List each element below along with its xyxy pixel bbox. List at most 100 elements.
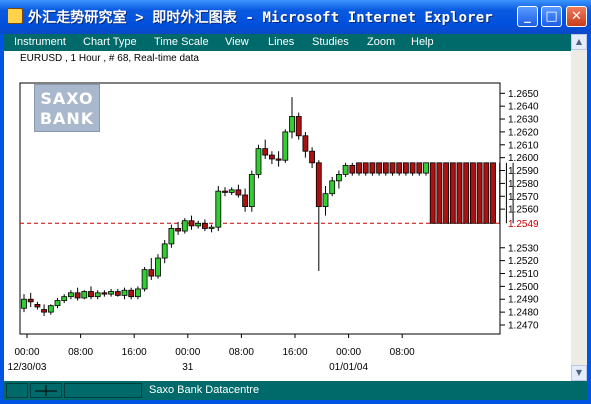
candle-up xyxy=(81,291,88,299)
candle-down xyxy=(469,162,476,224)
y-tick-label: 1.2650 xyxy=(508,89,539,100)
candle-down xyxy=(74,292,81,299)
candle-down xyxy=(101,292,108,295)
candle-down xyxy=(349,164,356,174)
title-bar[interactable]: 外汇走势研究室 > 即时外汇图表 - Microsoft Internet Ex… xyxy=(0,0,591,34)
menu-time-scale[interactable]: Time Scale xyxy=(154,36,209,48)
candle-up xyxy=(342,164,349,175)
candle-up xyxy=(181,220,188,232)
y-tick-label: 1.2570 xyxy=(508,192,539,203)
close-button[interactable]: ✕ xyxy=(566,6,587,27)
candle-up xyxy=(329,180,336,195)
plot-area xyxy=(19,82,501,335)
candle-down xyxy=(382,162,389,174)
x-tick-label: 08:00 xyxy=(390,347,415,358)
y-tick-label: 1.2530 xyxy=(508,243,539,254)
menu-studies[interactable]: Studies xyxy=(312,36,349,48)
candles-layer xyxy=(20,97,514,316)
x-date-label: 31 xyxy=(182,362,194,373)
candle-up xyxy=(68,292,74,298)
status-cell-3 xyxy=(64,383,142,398)
candle-down xyxy=(128,289,135,298)
menu-lines[interactable]: Lines xyxy=(268,36,295,48)
candle-down xyxy=(416,162,423,174)
minimize-button[interactable]: _ xyxy=(517,6,538,27)
menu-instrument[interactable]: Instrument xyxy=(14,36,66,48)
candle-down xyxy=(429,162,436,224)
candle-up xyxy=(248,173,255,207)
candle-down xyxy=(27,298,34,303)
y-tick-label: 1.2470 xyxy=(508,320,539,331)
candle-up xyxy=(215,190,222,228)
candle-down xyxy=(402,162,409,174)
current-price-label: 1.2549 xyxy=(508,219,539,230)
candle-down xyxy=(148,269,155,277)
status-text: Saxo Bank Datacentre xyxy=(149,384,260,396)
crosshair-tool[interactable] xyxy=(30,383,62,398)
menu-help[interactable]: Help xyxy=(411,36,434,48)
y-tick-label: 1.2600 xyxy=(508,153,539,164)
y-tick-label: 1.2590 xyxy=(508,166,539,177)
close-icon: ✕ xyxy=(571,9,582,24)
candle-down xyxy=(443,162,450,224)
x-axis: 00:00 08:00 16:00 00:00 08:00 16:00 00:00 08:00… xyxy=(8,334,415,373)
x-tick-label: 08:00 xyxy=(229,347,254,358)
candle-down xyxy=(201,222,208,229)
candle-down xyxy=(114,291,121,296)
y-tick-label: 1.2510 xyxy=(508,269,539,280)
candle-up xyxy=(289,116,295,133)
status-cell-1[interactable] xyxy=(6,383,28,398)
y-tick-label: 1.2480 xyxy=(508,308,539,319)
candle-down xyxy=(436,162,443,224)
y-tick-label: 1.2640 xyxy=(508,102,539,113)
menu-view[interactable]: View xyxy=(225,36,249,48)
candle-up xyxy=(54,300,61,307)
candle-up xyxy=(121,289,128,296)
vertical-scrollbar[interactable]: ▲ ▼ xyxy=(571,34,587,381)
chevron-up-icon: ▲ xyxy=(575,37,583,46)
crosshair-icon xyxy=(35,385,57,396)
x-tick-label: 16:00 xyxy=(122,347,147,358)
candle-up xyxy=(208,226,215,229)
candle-down xyxy=(262,148,269,156)
y-tick-label: 1.2560 xyxy=(508,205,539,216)
candle-up xyxy=(61,296,68,301)
x-tick-label: 08:00 xyxy=(68,347,93,358)
candle-up xyxy=(168,228,175,245)
x-tick-label: 16:00 xyxy=(282,347,307,358)
candle-down xyxy=(295,116,302,137)
candle-down xyxy=(356,162,362,174)
logo-line-2: BANK xyxy=(39,109,95,128)
y-tick-label: 1.2490 xyxy=(508,295,539,306)
saxo-bank-logo: SAXO BANK xyxy=(34,84,100,132)
candle-down xyxy=(88,291,94,298)
x-date-label: 01/01/04 xyxy=(329,362,368,373)
candle-down xyxy=(362,162,369,174)
ie-window-icon[interactable] xyxy=(7,8,23,24)
candle-down xyxy=(188,220,195,227)
window-title: 外汇走势研究室 > 即时外汇图表 - Microsoft Internet Ex… xyxy=(28,10,493,26)
candle-up xyxy=(255,148,262,175)
candle-down xyxy=(389,162,396,174)
candle-up xyxy=(108,291,114,295)
candle-down xyxy=(396,162,403,174)
chart-applet: Instrument Chart Type Time Scale View Li… xyxy=(4,34,587,400)
x-tick-label: 00:00 xyxy=(14,347,39,358)
maximize-button[interactable]: □ xyxy=(541,6,562,27)
scroll-up-button[interactable]: ▲ xyxy=(571,34,587,50)
candle-down xyxy=(302,135,309,152)
candle-down xyxy=(34,303,41,308)
y-tick-label: 1.2630 xyxy=(508,115,539,126)
candle-up xyxy=(134,288,141,298)
chart-menubar: Instrument Chart Type Time Scale View Li… xyxy=(4,34,571,51)
candle-down xyxy=(449,162,456,224)
candle-down xyxy=(235,189,242,196)
menu-zoom[interactable]: Zoom xyxy=(367,36,396,48)
maximize-icon: □ xyxy=(545,9,558,24)
candle-down xyxy=(242,194,249,207)
candle-down xyxy=(315,162,322,207)
scroll-down-button[interactable]: ▼ xyxy=(571,365,587,381)
menu-chart-type[interactable]: Chart Type xyxy=(83,36,137,48)
